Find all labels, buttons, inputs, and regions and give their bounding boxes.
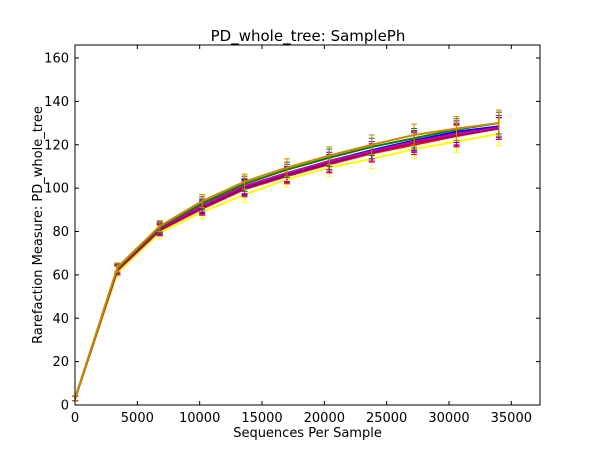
y-tick-label: 120 [44, 138, 69, 153]
axis-ticks: 0 5000 10000 15000 20000 25000 30000 35000 0 20 40… [44, 45, 540, 426]
y-tick-label: 20 [52, 355, 69, 370]
series-6 [72, 109, 502, 402]
y-tick-label: 0 [61, 399, 69, 414]
plot-area [72, 109, 502, 402]
x-tick-label: 20000 [304, 411, 345, 426]
x-tick-label: 30000 [428, 411, 469, 426]
x-tick-label: 0 [71, 411, 79, 426]
y-axis-label: Rarefaction Measure: PD_whole_tree [31, 106, 46, 344]
series-line [74, 122, 499, 399]
x-tick-label: 35000 [491, 411, 532, 426]
x-tick-label: 15000 [241, 411, 282, 426]
y-tick-label: 60 [52, 268, 69, 283]
x-tick-label: 5000 [121, 411, 154, 426]
x-axis-label: Sequences Per Sample [233, 426, 382, 441]
y-tick-label: 140 [44, 95, 69, 110]
x-tick-label: 10000 [179, 411, 220, 426]
y-tick-label: 160 [44, 52, 69, 67]
y-tick-label: 40 [52, 312, 69, 327]
series-5 [72, 111, 502, 402]
x-tick-label: 25000 [366, 411, 407, 426]
chart-title: PD_whole_tree: SamplePh [211, 27, 406, 46]
series-2 [72, 114, 502, 402]
plot-frame [74, 44, 541, 406]
y-tick-label: 80 [52, 225, 69, 240]
series-4 [72, 114, 502, 402]
y-tick-label: 100 [44, 182, 69, 197]
